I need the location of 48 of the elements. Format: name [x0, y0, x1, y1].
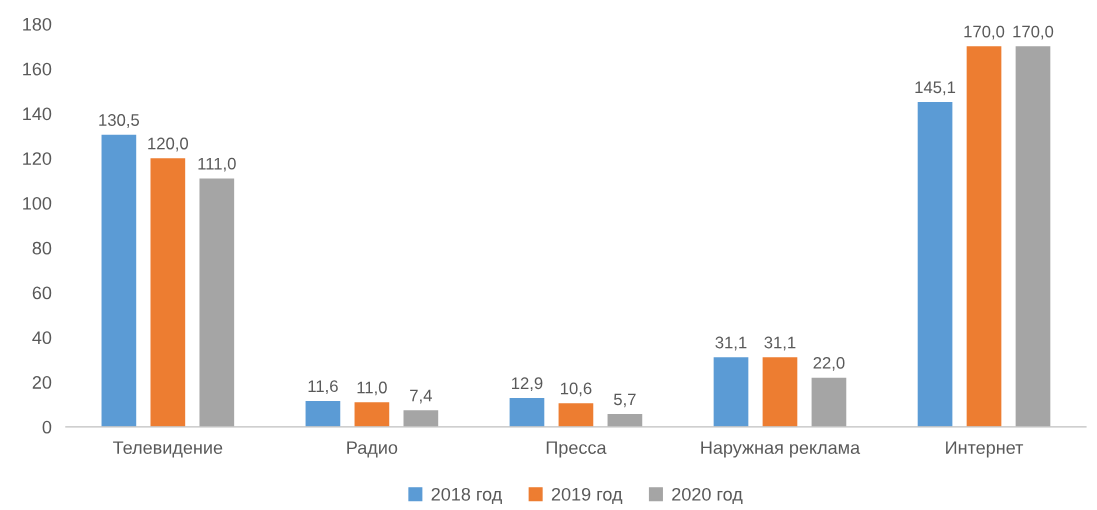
y-tick-label: 120	[23, 152, 52, 165]
data-label: 170,0	[1013, 25, 1054, 40]
legend-label: 2020 год	[672, 487, 743, 505]
data-label: 11,0	[357, 381, 387, 396]
bar	[558, 403, 594, 427]
data-label: 130,5	[99, 114, 140, 128]
bar	[811, 377, 847, 427]
y-tick-label: 60	[32, 286, 52, 300]
bar	[199, 178, 235, 427]
data-label: 31,1	[764, 336, 796, 351]
x-tick-label: Наружная реклама	[701, 441, 861, 458]
data-label: 5,7	[613, 393, 636, 408]
y-tick-label: 160	[23, 62, 52, 76]
data-label: 12,9	[512, 377, 543, 392]
data-label: 170,0	[964, 25, 1005, 40]
y-tick-label: 180	[23, 17, 52, 31]
bar	[150, 158, 186, 427]
y-tick-label: 140	[23, 107, 52, 121]
data-label: 22,0	[813, 356, 845, 371]
legend-label: 2019 год	[551, 487, 623, 505]
x-tick-label: Интернет	[946, 441, 1024, 458]
data-label: 111,0	[198, 157, 236, 172]
bar	[305, 400, 341, 427]
y-tick-label: 40	[32, 331, 52, 345]
y-tick-label: 0	[42, 420, 52, 434]
bar	[713, 357, 749, 427]
x-tick-label: Телевидение	[113, 441, 223, 458]
bar	[966, 46, 1002, 427]
data-label: 10,6	[560, 382, 592, 397]
bar	[403, 410, 439, 427]
data-label: 7,4	[410, 389, 432, 404]
legend-label: 2018 год	[431, 487, 502, 505]
x-tick-label: Радио	[347, 441, 398, 458]
x-tick-label: Пресса	[546, 441, 607, 458]
y-tick-label: 100	[23, 196, 52, 210]
bar	[917, 102, 953, 427]
y-tick-label: 80	[32, 241, 52, 255]
data-label: 120,0	[148, 137, 189, 152]
bar	[607, 414, 643, 427]
data-label: 145,1	[915, 81, 956, 96]
bar	[101, 134, 137, 427]
data-label: 11,6	[308, 380, 338, 395]
bar	[509, 398, 545, 427]
y-tick-label: 20	[32, 376, 52, 389]
bar	[762, 357, 798, 427]
bar	[1015, 46, 1051, 427]
bar	[354, 402, 390, 427]
data-label: 31,1	[715, 336, 747, 351]
